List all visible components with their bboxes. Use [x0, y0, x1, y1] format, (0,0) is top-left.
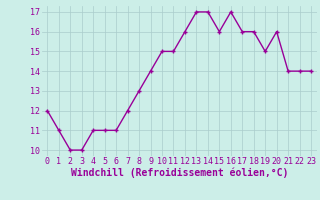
X-axis label: Windchill (Refroidissement éolien,°C): Windchill (Refroidissement éolien,°C): [70, 168, 288, 178]
